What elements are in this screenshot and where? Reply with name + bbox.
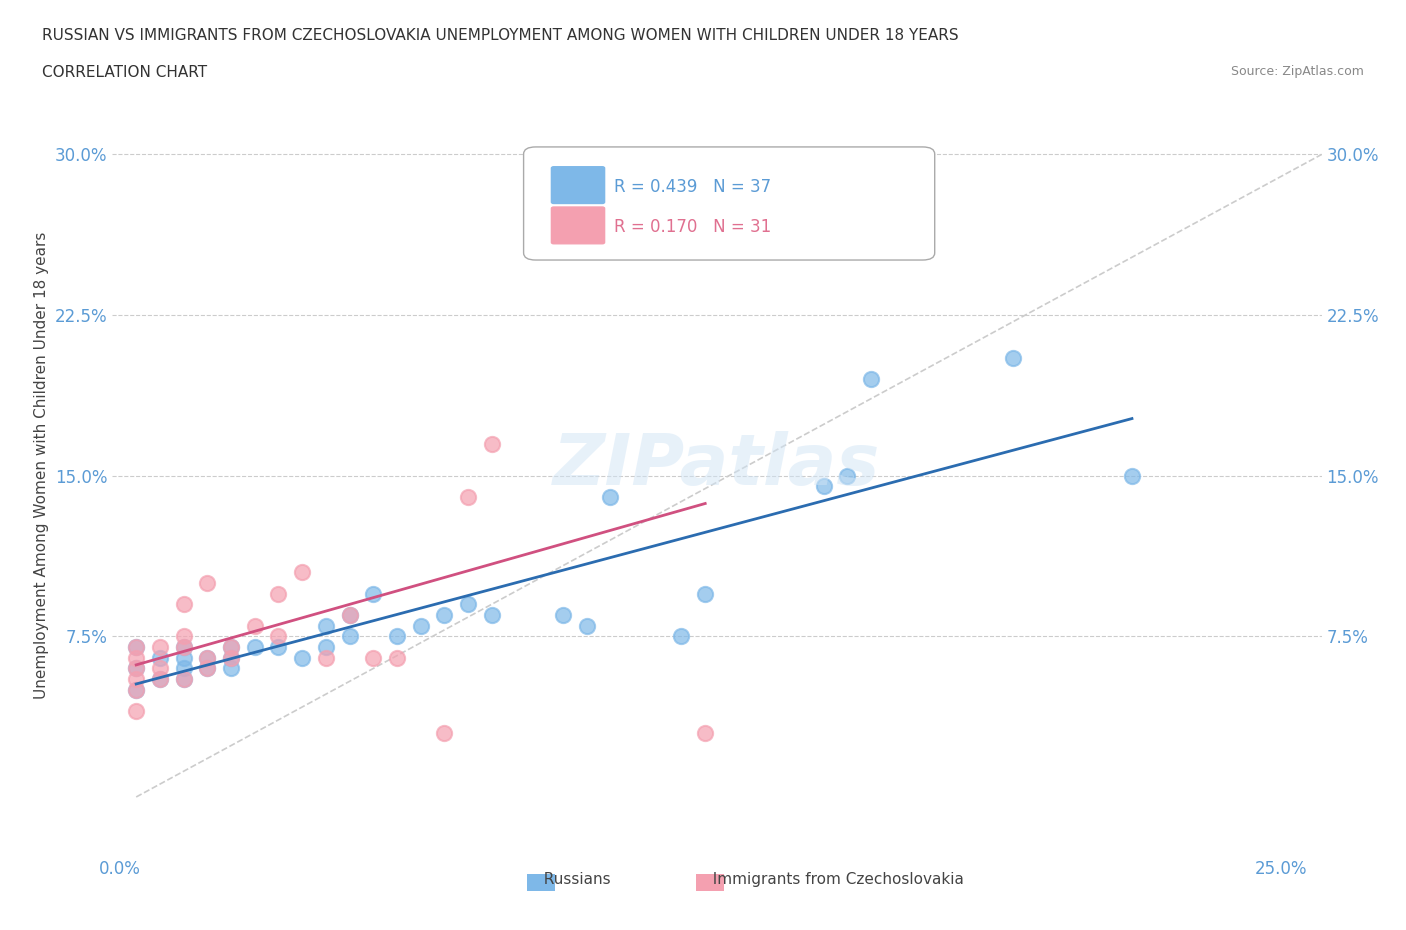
- FancyBboxPatch shape: [523, 147, 935, 260]
- Point: [339, 629, 361, 644]
- Point: [173, 671, 195, 686]
- Point: [149, 671, 172, 686]
- Text: 25.0%: 25.0%: [1256, 860, 1308, 878]
- Point: [219, 650, 242, 665]
- Point: [125, 650, 148, 665]
- Point: [125, 671, 148, 686]
- Point: [385, 650, 408, 665]
- Point: [860, 372, 883, 387]
- Point: [1002, 351, 1025, 365]
- Point: [695, 725, 717, 740]
- Y-axis label: Unemployment Among Women with Children Under 18 years: Unemployment Among Women with Children U…: [34, 232, 49, 698]
- Point: [125, 640, 148, 655]
- FancyBboxPatch shape: [551, 207, 605, 244]
- Point: [195, 576, 218, 591]
- Point: [457, 597, 479, 612]
- Point: [173, 640, 195, 655]
- Point: [315, 640, 337, 655]
- Point: [813, 479, 835, 494]
- Text: R = 0.439   N = 37: R = 0.439 N = 37: [614, 178, 772, 195]
- Point: [125, 661, 148, 676]
- Point: [173, 650, 195, 665]
- FancyBboxPatch shape: [551, 166, 605, 204]
- Text: Source: ZipAtlas.com: Source: ZipAtlas.com: [1230, 65, 1364, 78]
- Point: [291, 650, 314, 665]
- Point: [599, 490, 621, 505]
- Point: [529, 190, 551, 205]
- Point: [173, 640, 195, 655]
- Point: [551, 607, 574, 622]
- Text: ZIPatlas: ZIPatlas: [554, 431, 880, 499]
- Point: [195, 650, 218, 665]
- Point: [361, 650, 384, 665]
- Point: [125, 640, 148, 655]
- Text: 0.0%: 0.0%: [98, 860, 141, 878]
- Text: Immigrants from Czechoslovakia: Immigrants from Czechoslovakia: [703, 871, 965, 886]
- Point: [1121, 469, 1143, 484]
- Point: [315, 618, 337, 633]
- Point: [339, 607, 361, 622]
- Point: [219, 640, 242, 655]
- Point: [267, 629, 290, 644]
- Point: [457, 490, 479, 505]
- Point: [173, 671, 195, 686]
- Text: R = 0.170   N = 31: R = 0.170 N = 31: [614, 218, 772, 236]
- Point: [195, 650, 218, 665]
- Point: [149, 650, 172, 665]
- Point: [433, 725, 456, 740]
- Point: [481, 436, 503, 451]
- Point: [385, 629, 408, 644]
- Point: [291, 565, 314, 579]
- Point: [409, 618, 432, 633]
- Point: [267, 586, 290, 601]
- Text: CORRELATION CHART: CORRELATION CHART: [42, 65, 207, 80]
- Point: [125, 683, 148, 698]
- Point: [173, 629, 195, 644]
- Point: [125, 704, 148, 719]
- Point: [481, 607, 503, 622]
- Point: [173, 597, 195, 612]
- Point: [195, 661, 218, 676]
- Point: [837, 469, 859, 484]
- Point: [339, 607, 361, 622]
- Point: [219, 650, 242, 665]
- Point: [361, 586, 384, 601]
- Point: [219, 640, 242, 655]
- Point: [149, 661, 172, 676]
- Point: [125, 661, 148, 676]
- Point: [433, 607, 456, 622]
- Point: [575, 618, 598, 633]
- Point: [243, 640, 266, 655]
- Point: [195, 661, 218, 676]
- Point: [149, 640, 172, 655]
- Point: [695, 586, 717, 601]
- Point: [315, 650, 337, 665]
- Point: [219, 661, 242, 676]
- Point: [671, 629, 693, 644]
- Point: [149, 671, 172, 686]
- Point: [125, 683, 148, 698]
- Point: [267, 640, 290, 655]
- Point: [173, 661, 195, 676]
- Text: Russians: Russians: [534, 871, 610, 886]
- Text: RUSSIAN VS IMMIGRANTS FROM CZECHOSLOVAKIA UNEMPLOYMENT AMONG WOMEN WITH CHILDREN: RUSSIAN VS IMMIGRANTS FROM CZECHOSLOVAKI…: [42, 28, 959, 43]
- Point: [243, 618, 266, 633]
